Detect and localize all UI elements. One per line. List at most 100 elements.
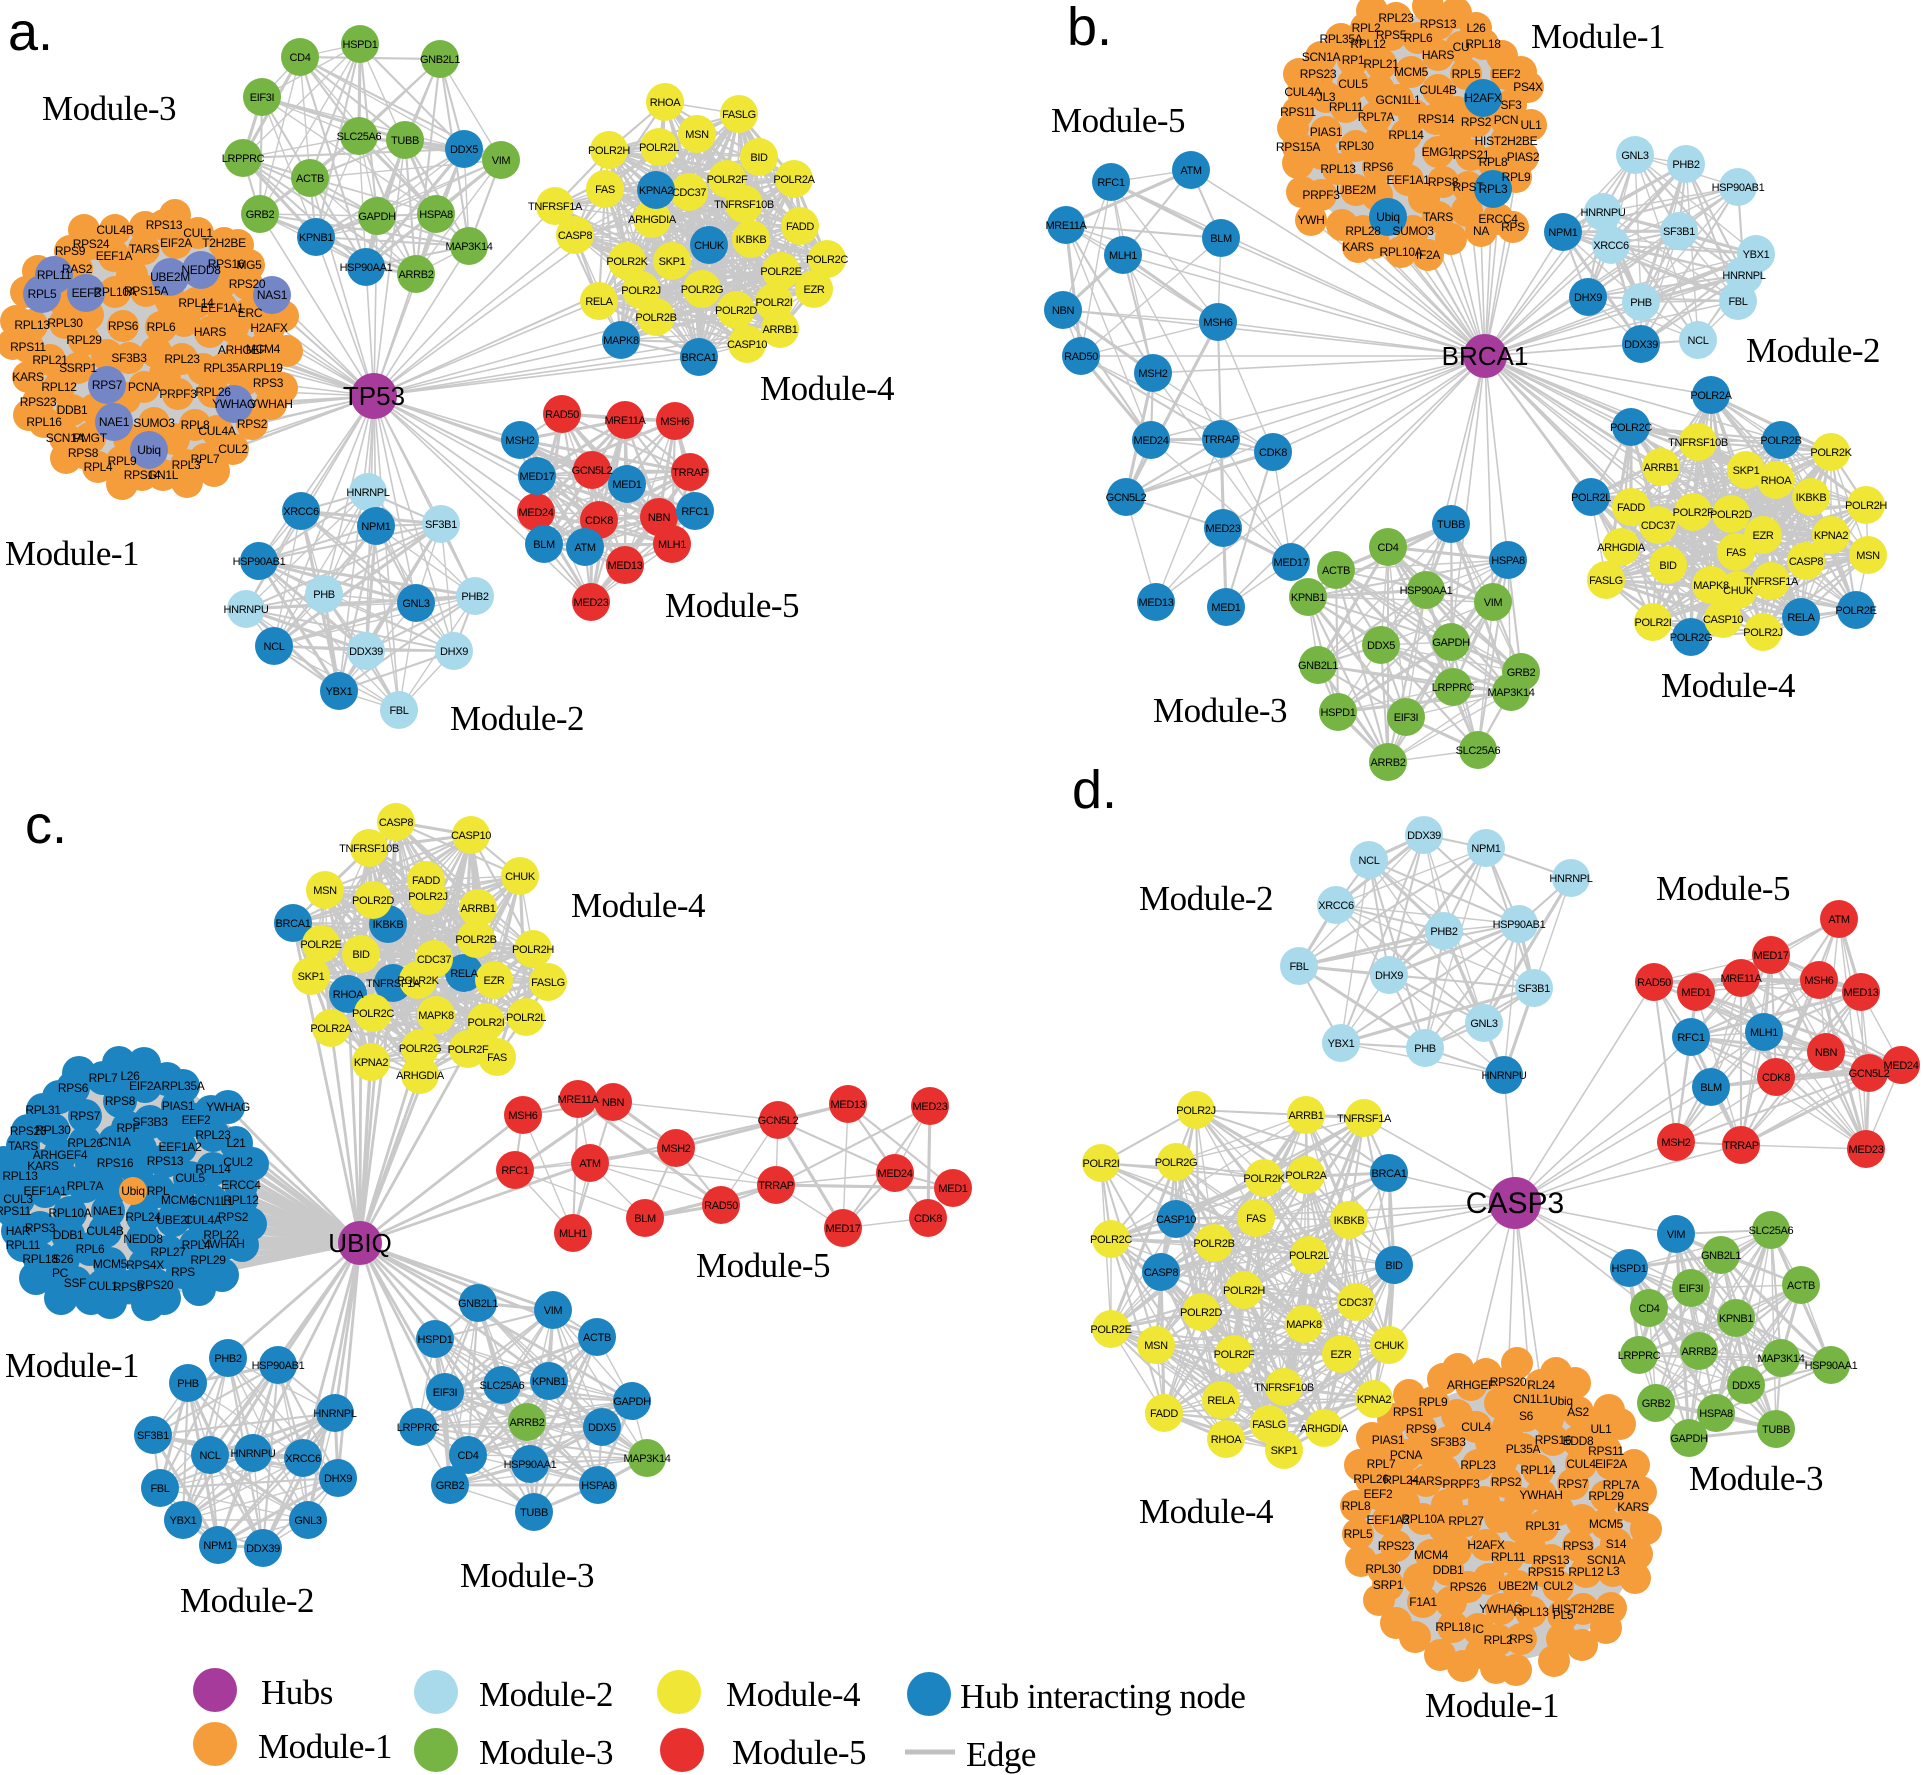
svg-text:RL24: RL24 — [1527, 1378, 1555, 1392]
svg-text:RPL19: RPL19 — [247, 361, 283, 375]
svg-text:Module-2: Module-2 — [180, 1581, 314, 1620]
svg-text:NAS1: NAS1 — [257, 288, 288, 302]
svg-text:RPL21: RPL21 — [32, 353, 68, 367]
svg-text:BID: BID — [750, 152, 768, 164]
svg-text:RPL6: RPL6 — [1404, 31, 1433, 45]
svg-text:EIF3I: EIF3I — [1679, 1283, 1704, 1295]
svg-text:RHOA: RHOA — [333, 989, 364, 1001]
svg-text:RPS6: RPS6 — [1363, 160, 1394, 174]
svg-text:POLR2I: POLR2I — [1082, 1158, 1119, 1170]
svg-text:FADD: FADD — [1150, 1408, 1178, 1420]
svg-text:RPL7A: RPL7A — [1358, 110, 1395, 124]
svg-text:RPL31: RPL31 — [1525, 1519, 1561, 1533]
svg-text:YWHAH: YWHAH — [249, 397, 292, 411]
svg-text:CUL4A: CUL4A — [184, 1213, 221, 1227]
svg-text:YBX1: YBX1 — [1328, 1038, 1355, 1050]
svg-text:KPNB1: KPNB1 — [1719, 1313, 1754, 1325]
svg-text:RPS15: RPS15 — [1528, 1565, 1565, 1579]
svg-text:Module-1: Module-1 — [258, 1727, 392, 1766]
svg-text:MED17: MED17 — [520, 471, 555, 483]
svg-text:EIF3I: EIF3I — [1394, 712, 1419, 724]
svg-text:HNRNPL: HNRNPL — [1549, 873, 1592, 885]
svg-text:RPL29: RPL29 — [66, 333, 102, 347]
svg-text:RAD50: RAD50 — [704, 1200, 738, 1212]
svg-text:MED17: MED17 — [1274, 557, 1309, 569]
svg-text:NBN: NBN — [1052, 305, 1075, 317]
svg-text:HSPD1: HSPD1 — [1321, 707, 1356, 719]
svg-text:RHOA: RHOA — [650, 97, 681, 109]
svg-text:MAP3K14: MAP3K14 — [1757, 1353, 1804, 1365]
svg-text:CUL2: CUL2 — [218, 442, 248, 456]
svg-text:SKP1: SKP1 — [1733, 465, 1760, 477]
svg-text:Ubiq: Ubiq — [1376, 210, 1399, 224]
svg-text:POLR2C: POLR2C — [1090, 1234, 1132, 1246]
svg-text:SF3: SF3 — [1500, 98, 1522, 112]
svg-text:NAE1: NAE1 — [93, 1204, 124, 1218]
svg-text:Module-4: Module-4 — [760, 369, 894, 408]
svg-text:ARRB2: ARRB2 — [1371, 757, 1406, 769]
svg-text:RELA: RELA — [450, 968, 478, 980]
svg-text:RPS2: RPS2 — [1461, 115, 1492, 129]
svg-text:RPL35A: RPL35A — [1320, 32, 1363, 46]
svg-text:a.: a. — [8, 2, 53, 62]
svg-text:PCNA: PCNA — [128, 380, 160, 394]
svg-text:RPL3: RPL3 — [1479, 182, 1508, 196]
svg-text:PHB: PHB — [1414, 1043, 1436, 1055]
svg-text:RPS11: RPS11 — [1280, 105, 1316, 119]
svg-text:POLR2J: POLR2J — [408, 891, 447, 903]
svg-text:MED23: MED23 — [1206, 523, 1241, 535]
svg-text:HSP90AA1: HSP90AA1 — [340, 262, 393, 274]
svg-text:RPS11: RPS11 — [10, 340, 46, 354]
svg-text:CU: CU — [1453, 40, 1470, 54]
svg-text:GNL3: GNL3 — [1470, 1018, 1498, 1030]
svg-text:SF3B3: SF3B3 — [1430, 1435, 1466, 1449]
svg-text:RPS11: RPS11 — [0, 1204, 31, 1218]
svg-text:ARHGDIA: ARHGDIA — [396, 1070, 445, 1082]
svg-text:RPS3: RPS3 — [1563, 1539, 1594, 1553]
svg-text:RPS24: RPS24 — [73, 237, 110, 251]
svg-text:CDC37: CDC37 — [672, 187, 707, 199]
svg-text:Module-5: Module-5 — [696, 1246, 830, 1285]
svg-text:SKP1: SKP1 — [298, 971, 325, 983]
svg-text:XRCC6: XRCC6 — [285, 1453, 321, 1465]
svg-text:EEF1A2: EEF1A2 — [159, 1140, 203, 1154]
svg-text:Hub interacting node: Hub interacting node — [960, 1677, 1245, 1716]
svg-text:Module-4: Module-4 — [1139, 1492, 1273, 1531]
svg-text:DDX39: DDX39 — [1407, 830, 1441, 842]
svg-text:TARS: TARS — [1423, 210, 1453, 224]
svg-text:Module-2: Module-2 — [1139, 879, 1273, 918]
svg-text:SUMO3: SUMO3 — [133, 416, 175, 430]
svg-text:b.: b. — [1067, 0, 1112, 57]
svg-text:MED23: MED23 — [1849, 1144, 1884, 1156]
svg-text:RPL30: RPL30 — [1365, 1562, 1401, 1576]
svg-text:BRCA1: BRCA1 — [1372, 1168, 1407, 1180]
svg-text:DHX9: DHX9 — [440, 646, 468, 658]
svg-text:TRRAP: TRRAP — [1723, 1140, 1759, 1152]
svg-text:RFC1: RFC1 — [1677, 1032, 1705, 1044]
svg-text:FBL: FBL — [1289, 961, 1308, 973]
svg-text:SLC25A6: SLC25A6 — [1749, 1225, 1794, 1237]
svg-text:KARS: KARS — [12, 370, 44, 384]
svg-text:AS2: AS2 — [1567, 1405, 1589, 1419]
svg-text:CDC37: CDC37 — [417, 954, 452, 966]
svg-text:FADD: FADD — [1617, 502, 1645, 514]
svg-text:MRE11A: MRE11A — [1045, 220, 1087, 232]
svg-text:POLR2F: POLR2F — [707, 174, 748, 186]
svg-text:PRPF3: PRPF3 — [1442, 1477, 1480, 1491]
svg-text:PHB: PHB — [313, 589, 335, 601]
svg-text:CN1A: CN1A — [100, 1135, 131, 1149]
svg-text:S26: S26 — [53, 1252, 74, 1266]
svg-text:KARS: KARS — [1617, 1500, 1649, 1514]
svg-text:S6: S6 — [1519, 1409, 1534, 1423]
svg-text:HSP90AB1: HSP90AB1 — [1712, 182, 1765, 194]
svg-text:CUL4: CUL4 — [1461, 1420, 1491, 1434]
svg-text:GRB2: GRB2 — [246, 209, 275, 221]
svg-text:HARS: HARS — [194, 325, 226, 339]
svg-text:Module-5: Module-5 — [1656, 869, 1790, 908]
svg-text:ERCC4: ERCC4 — [221, 1178, 261, 1192]
svg-text:MED1: MED1 — [1211, 602, 1240, 614]
svg-text:DDX5: DDX5 — [1367, 640, 1395, 652]
svg-text:MED1: MED1 — [1681, 987, 1710, 999]
svg-text:TNFRSF1A: TNFRSF1A — [1744, 576, 1799, 588]
svg-text:MAPK8: MAPK8 — [1286, 1319, 1322, 1331]
